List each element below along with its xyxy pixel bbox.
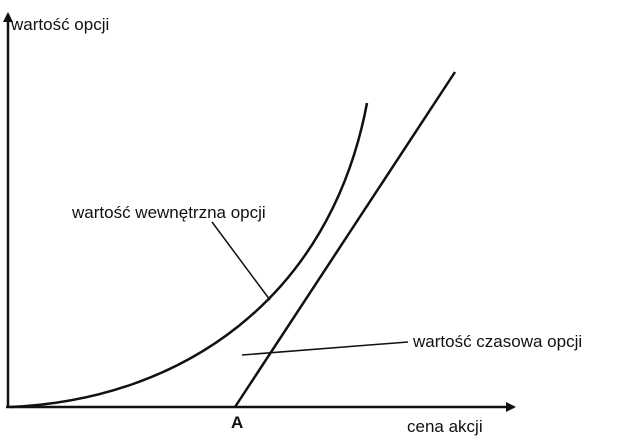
leader-line xyxy=(241,341,409,356)
point-label: A xyxy=(231,413,243,432)
x-axis-label: cena akcji xyxy=(407,417,483,436)
annotation: wartość wewnętrzna opcji xyxy=(71,203,266,222)
option-value-curve xyxy=(9,102,369,409)
intrinsic-value-line xyxy=(233,71,457,408)
leader-line xyxy=(211,221,271,301)
annotation: wartość czasowa opcji xyxy=(412,332,582,351)
y-axis-label: wartość opcji xyxy=(10,15,109,34)
